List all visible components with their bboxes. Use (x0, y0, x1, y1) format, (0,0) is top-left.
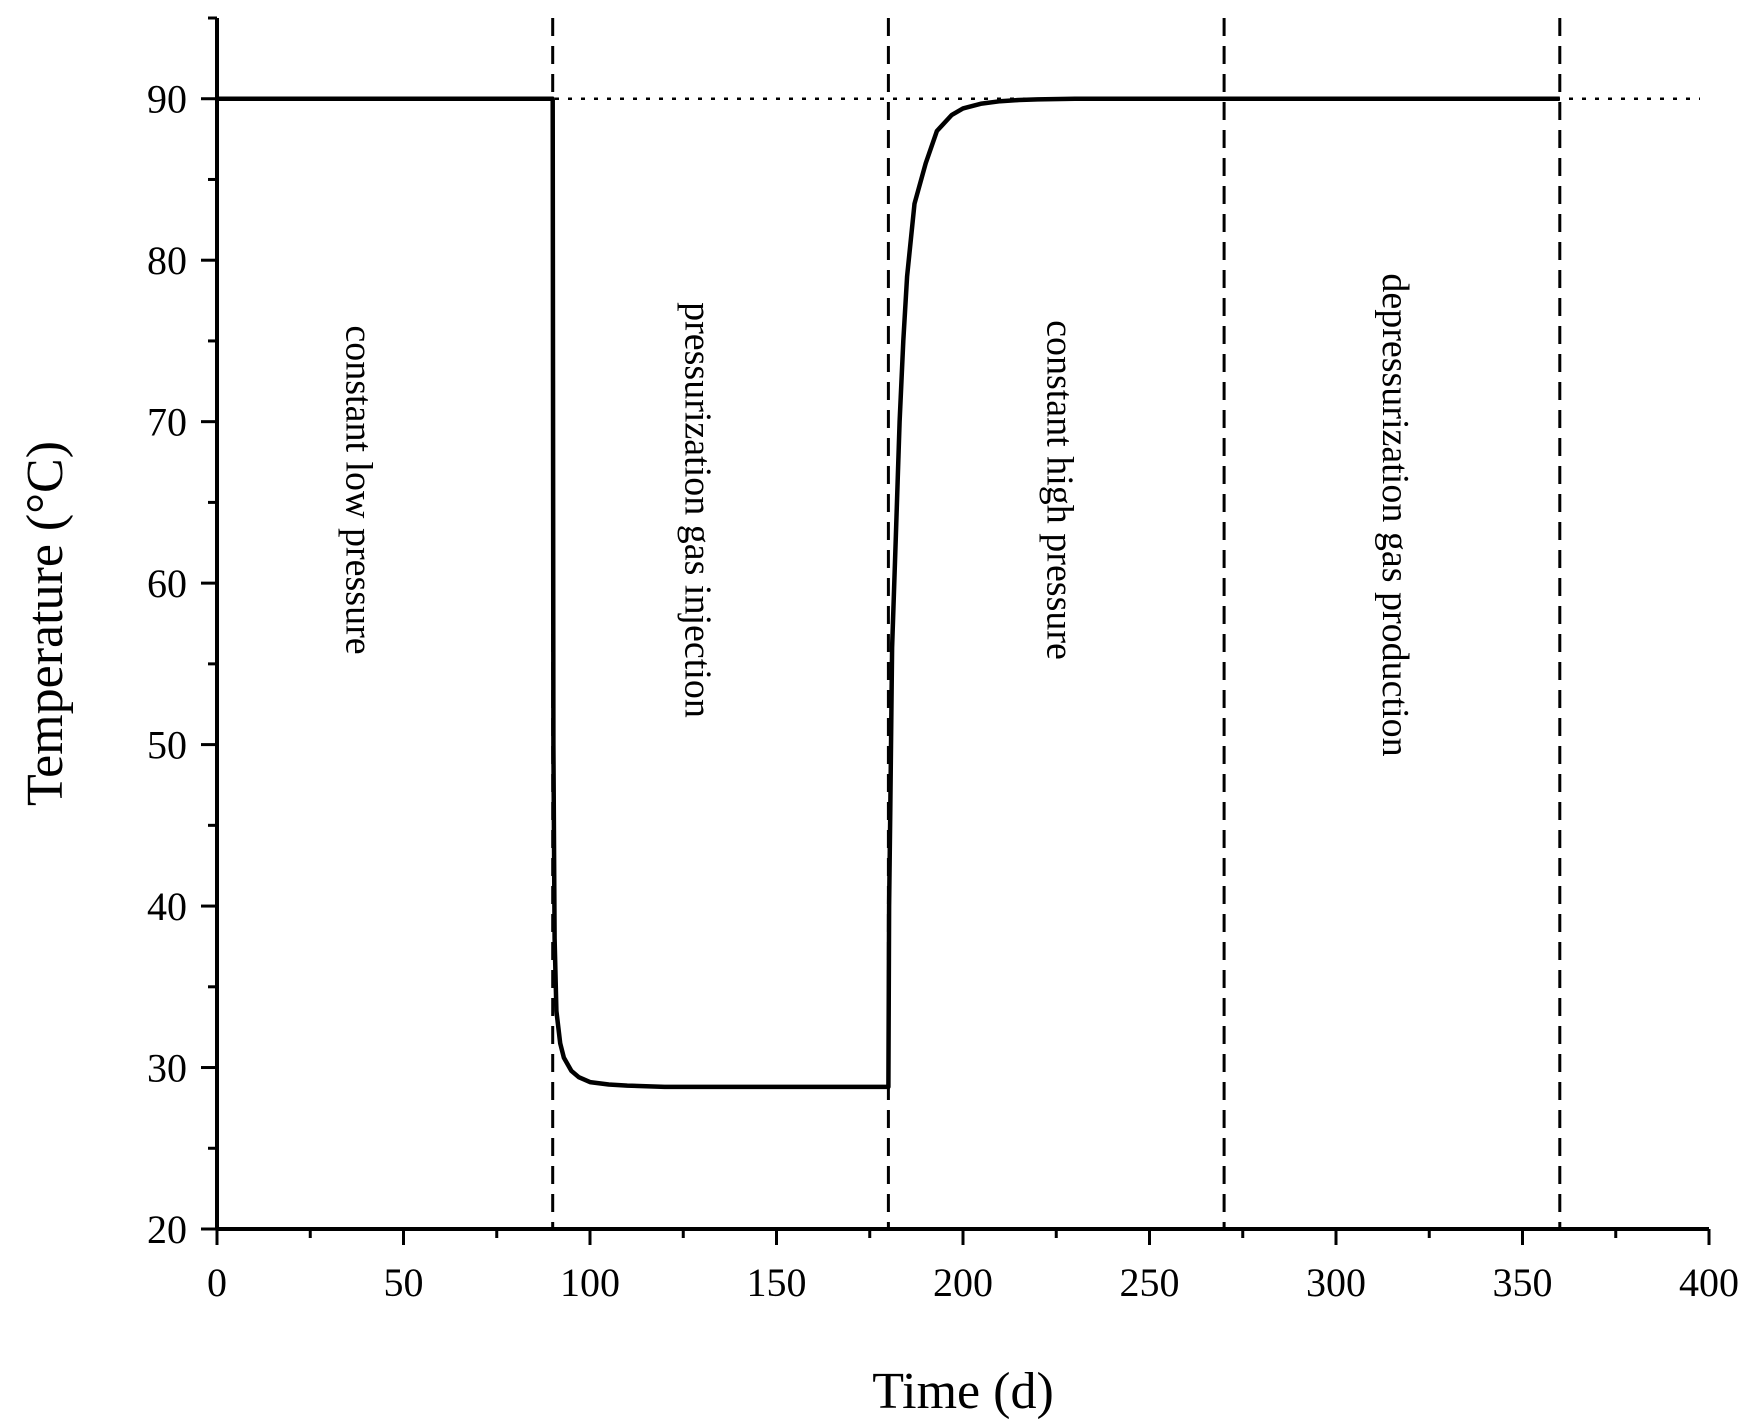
series-layer (217, 96, 1560, 1090)
y-tick-label-50: 50 (147, 723, 187, 768)
series-line-0 (217, 96, 1560, 1090)
x-tick-label-100: 100 (560, 1260, 620, 1305)
x-tick-label-150: 150 (747, 1260, 807, 1305)
y-tick-label-60: 60 (147, 561, 187, 606)
phase-label-3: constant high pressure (1039, 320, 1081, 660)
y-axis-title: Temperature (°C) (17, 441, 74, 806)
x-tick-label-350: 350 (1493, 1260, 1553, 1305)
axes-layer: 0 50 100 150 200 250 300 350 400 20 30 40 50 60 70 80 90 (147, 16, 1739, 1305)
x-tick-label-250: 250 (1120, 1260, 1180, 1305)
x-tick-label-0: 0 (207, 1260, 227, 1305)
x-axis-title: Time (d) (872, 1363, 1054, 1420)
y-tick-label-70: 70 (147, 400, 187, 445)
phase-label-4: depressurization gas production (1374, 273, 1416, 756)
y-tick-label-80: 80 (147, 238, 187, 283)
phase-label-layer: constant low pressure pressurization gas … (337, 273, 1416, 756)
phase-label-2: pressurization gas injection (677, 302, 719, 718)
x-tick-label-400: 400 (1679, 1260, 1739, 1305)
phase-label-1: constant low pressure (337, 325, 379, 654)
y-tick-label-20: 20 (147, 1207, 187, 1252)
x-tick-label-200: 200 (933, 1260, 993, 1305)
y-tick-label-40: 40 (147, 884, 187, 929)
y-tick-label-90: 90 (147, 77, 187, 122)
x-tick-label-300: 300 (1306, 1260, 1366, 1305)
x-tick-label-50: 50 (384, 1260, 424, 1305)
y-tick-label-30: 30 (147, 1046, 187, 1091)
